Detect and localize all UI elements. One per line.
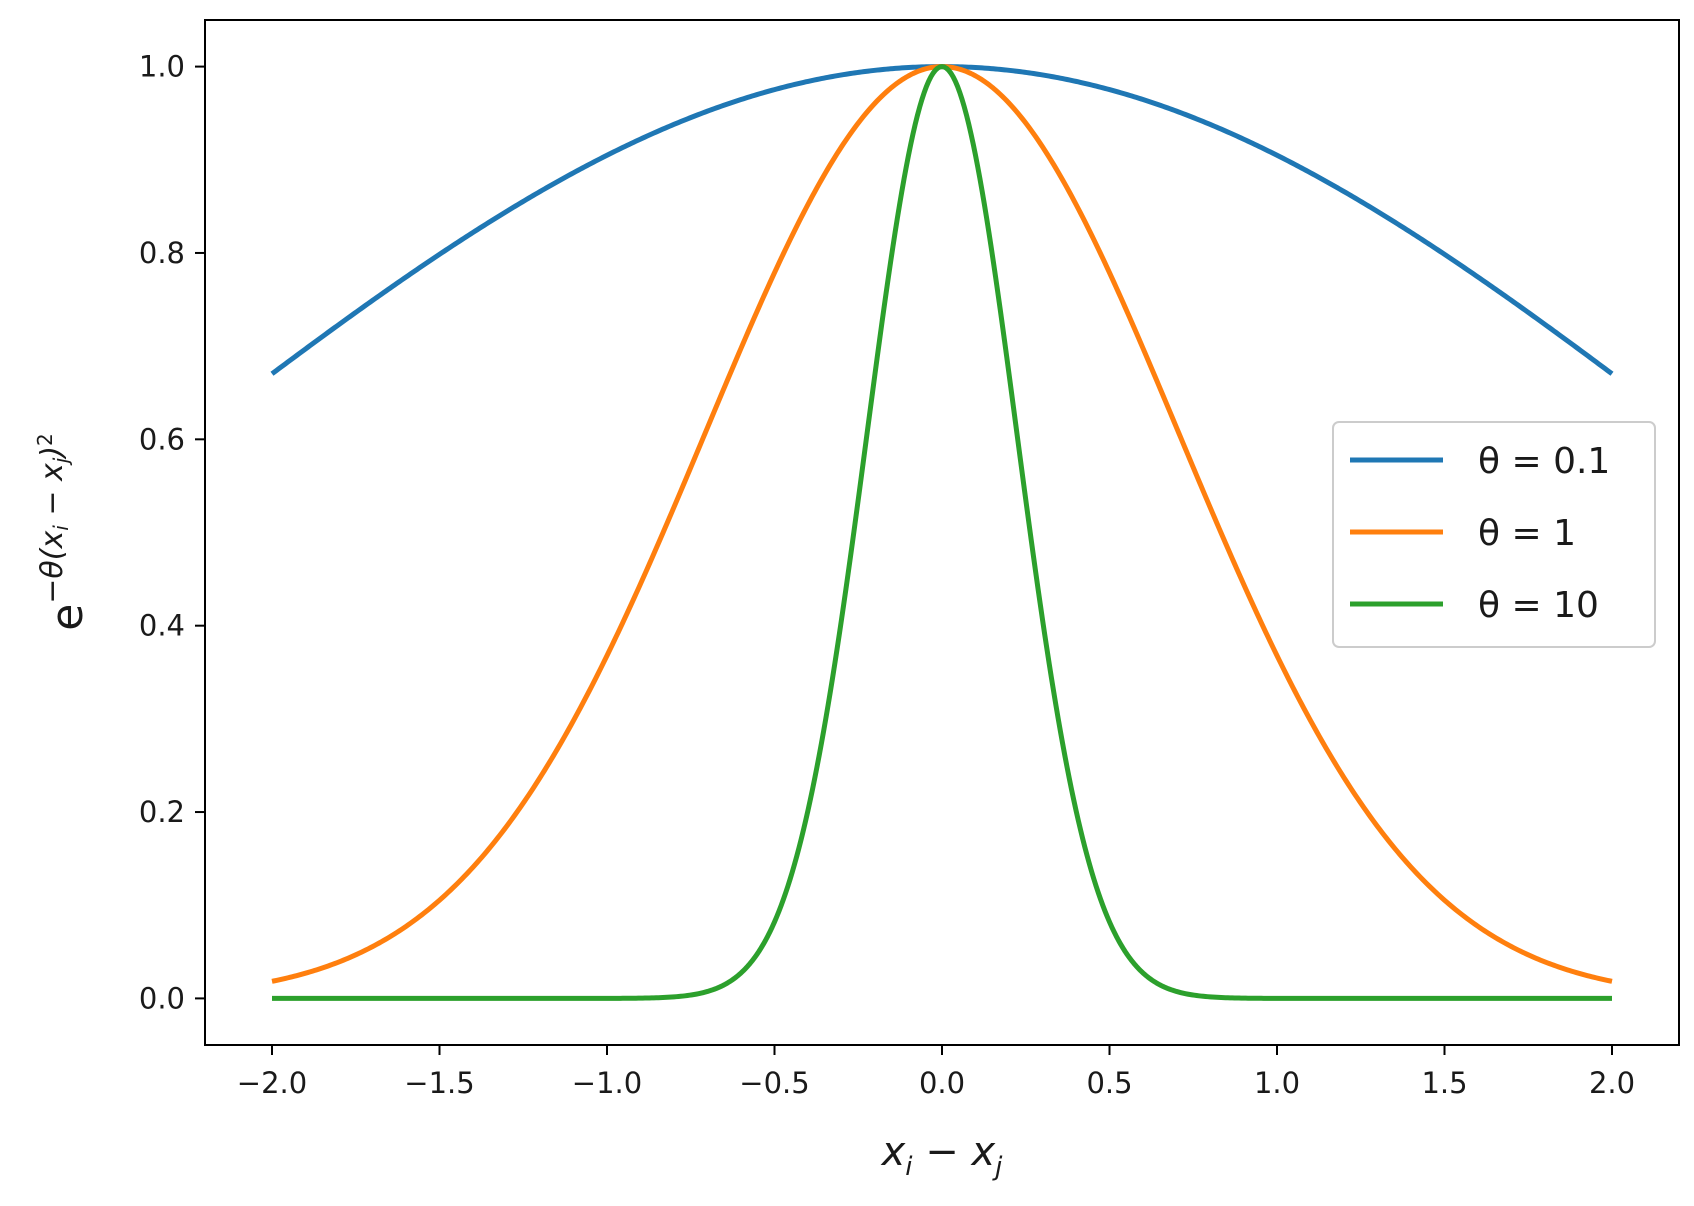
legend-label-1: θ = 0.1: [1478, 441, 1610, 482]
legend: θ = 0.1 θ = 1 θ = 10: [1332, 421, 1656, 648]
x-tick-label: −2.0: [237, 1066, 307, 1100]
y-tick-label: 0.0: [139, 981, 185, 1015]
y-tick-label: 1.0: [139, 50, 185, 84]
y-tick-label: 0.6: [139, 422, 185, 456]
legend-label-3: θ = 10: [1478, 585, 1599, 626]
y-tick-label: 0.2: [139, 795, 185, 829]
x-tick-label: 0.5: [1086, 1066, 1132, 1100]
legend-label-2: θ = 1: [1478, 513, 1576, 554]
y-axis-ticks: 0.0 0.2 0.4 0.6 0.8 1.0: [139, 50, 205, 1015]
y-axis-label: e−θ(xi − xj)2: [33, 433, 93, 631]
y-tick-label: 0.8: [139, 236, 185, 270]
x-tick-label: 2.0: [1589, 1066, 1635, 1100]
x-axis-ticks: −2.0 −1.5 −1.0 −0.5 0.0 0.5 1.0 1.5 2.0: [237, 1045, 1635, 1100]
legend-box: [1332, 421, 1656, 648]
x-tick-label: 0.0: [919, 1066, 965, 1100]
series-lines: [270, 64, 1614, 1001]
series-line-1: [270, 64, 1614, 376]
x-tick-label: −1.0: [572, 1066, 642, 1100]
svg-text:e−θ(xi − xj)2: e−θ(xi − xj)2: [33, 433, 93, 631]
x-tick-label: 1.0: [1254, 1066, 1300, 1100]
y-tick-label: 0.4: [139, 609, 185, 643]
x-tick-label: −0.5: [739, 1066, 809, 1100]
series-line-3: [271, 64, 1613, 1001]
x-tick-label: −1.5: [404, 1066, 474, 1100]
x-tick-label: 1.5: [1421, 1066, 1467, 1100]
x-axis-label: xi − xj: [880, 1129, 1004, 1182]
